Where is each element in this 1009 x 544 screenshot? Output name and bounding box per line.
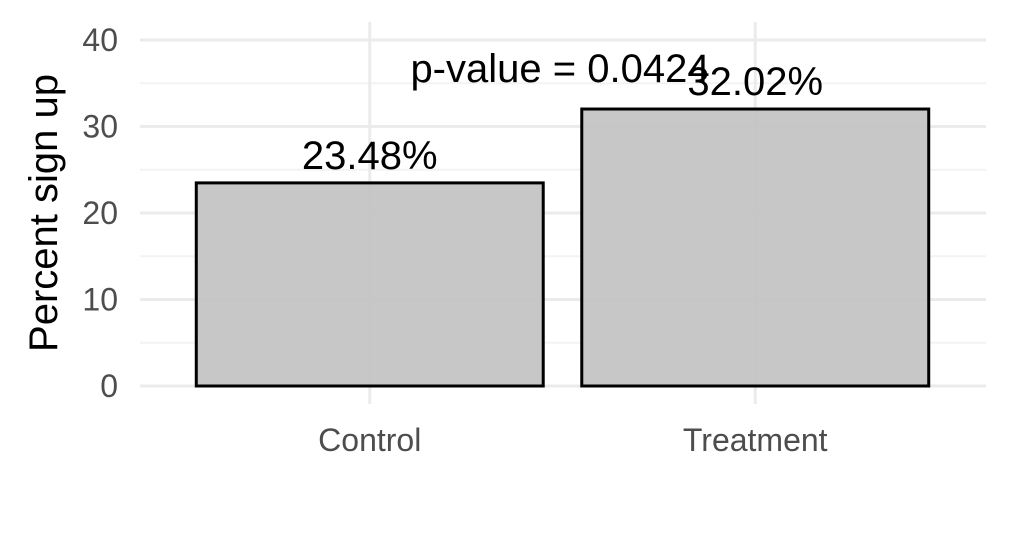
labels-layer: 23.48% 32.02% xyxy=(302,60,823,178)
y-tick-label: 20 xyxy=(82,195,118,231)
y-tick-label: 30 xyxy=(82,109,118,145)
data-label-treatment: 32.02% xyxy=(687,60,823,104)
y-tick-label: 0 xyxy=(100,368,118,404)
data-label-control: 23.48% xyxy=(302,134,438,178)
bar-control xyxy=(194,181,545,388)
axis-layer: Control Treatment 0 10 20 30 40 xyxy=(82,22,827,458)
y-tick-label: 40 xyxy=(82,22,118,58)
y-tick-label: 10 xyxy=(82,282,118,318)
y-axis-title: Percent sign up xyxy=(22,74,66,352)
p-value-annotation: p-value = 0.0424 xyxy=(410,47,709,91)
bar-treatment xyxy=(580,107,931,388)
x-tick-label-treatment: Treatment xyxy=(683,422,828,458)
bars-layer xyxy=(194,107,931,388)
x-tick-label-control: Control xyxy=(318,422,421,458)
